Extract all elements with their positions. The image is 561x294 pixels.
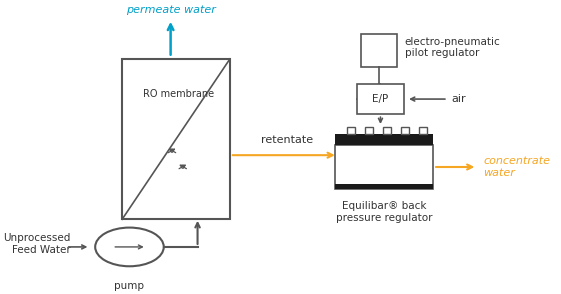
Bar xyxy=(347,127,355,134)
Text: Unprocessed
Feed Water: Unprocessed Feed Water xyxy=(3,233,71,255)
Bar xyxy=(335,184,433,189)
Text: concentrate
water: concentrate water xyxy=(483,156,550,178)
Bar xyxy=(401,127,409,134)
Bar xyxy=(383,127,391,134)
Bar xyxy=(357,84,404,114)
Text: retentate: retentate xyxy=(261,136,314,146)
Text: permeate water: permeate water xyxy=(126,5,215,15)
Bar xyxy=(420,127,427,134)
Bar xyxy=(365,127,373,134)
Text: air: air xyxy=(452,94,466,104)
Text: RO membrane: RO membrane xyxy=(142,89,214,99)
Bar xyxy=(122,59,230,219)
Bar xyxy=(335,145,433,189)
Circle shape xyxy=(95,228,164,266)
Text: electro-pneumatic
pilot regulator: electro-pneumatic pilot regulator xyxy=(404,36,500,58)
Text: Equilibar® back
pressure regulator: Equilibar® back pressure regulator xyxy=(336,201,433,223)
Text: pump: pump xyxy=(114,281,145,291)
Bar xyxy=(335,134,433,145)
Text: E/P: E/P xyxy=(373,94,389,104)
Bar xyxy=(361,34,397,67)
